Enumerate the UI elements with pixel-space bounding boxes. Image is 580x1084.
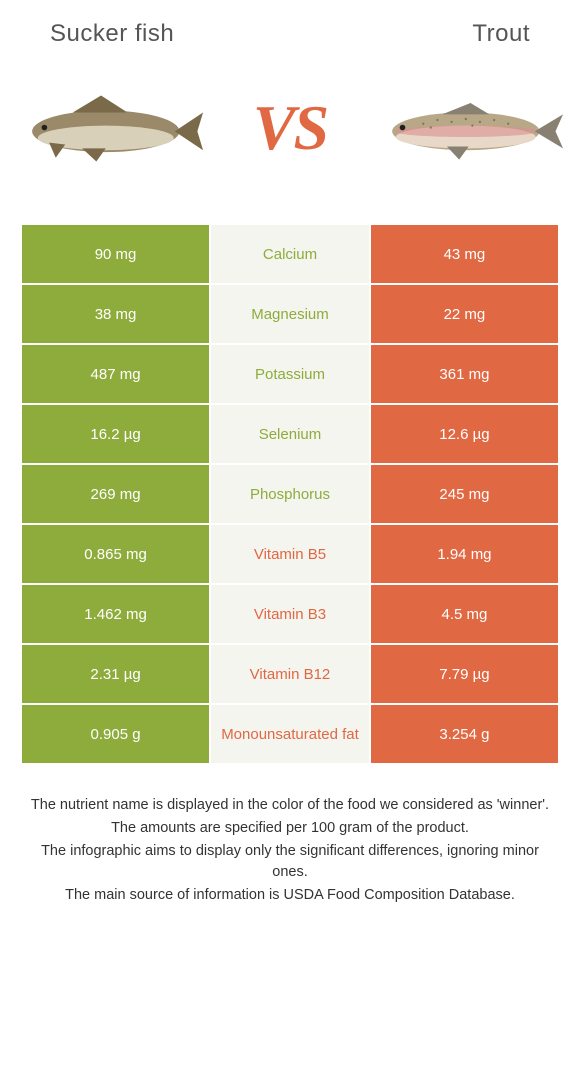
nutrient-label-cell: Phosphorus xyxy=(210,464,370,524)
footer-line: The nutrient name is displayed in the co… xyxy=(25,795,555,816)
footer-notes: The nutrient name is displayed in the co… xyxy=(0,795,580,906)
table-row: 38 mgMagnesium22 mg xyxy=(21,284,559,344)
left-value-cell: 1.462 mg xyxy=(21,584,210,644)
table-row: 16.2 µgSelenium12.6 µg xyxy=(21,404,559,464)
right-value-cell: 3.254 g xyxy=(370,704,559,764)
vs-label: VS xyxy=(253,91,327,165)
table-row: 2.31 µgVitamin B127.79 µg xyxy=(21,644,559,704)
left-value-cell: 90 mg xyxy=(21,224,210,284)
vs-row: VS xyxy=(0,58,580,213)
left-value-cell: 38 mg xyxy=(21,284,210,344)
left-value-cell: 487 mg xyxy=(21,344,210,404)
table-row: 0.905 gMonounsaturated fat3.254 g xyxy=(21,704,559,764)
left-value-cell: 16.2 µg xyxy=(21,404,210,464)
header: Sucker fish Trout xyxy=(0,0,580,58)
left-value-cell: 2.31 µg xyxy=(21,644,210,704)
nutrient-label-cell: Calcium xyxy=(210,224,370,284)
nutrient-label-cell: Potassium xyxy=(210,344,370,404)
right-value-cell: 12.6 µg xyxy=(370,404,559,464)
nutrient-label-cell: Vitamin B5 xyxy=(210,524,370,584)
right-food-title: Trout xyxy=(472,20,530,48)
left-value-cell: 0.865 mg xyxy=(21,524,210,584)
footer-line: The amounts are specified per 100 gram o… xyxy=(25,818,555,839)
sucker-fish-image xyxy=(10,73,210,183)
right-value-cell: 361 mg xyxy=(370,344,559,404)
right-value-cell: 1.94 mg xyxy=(370,524,559,584)
right-value-cell: 43 mg xyxy=(370,224,559,284)
left-food-title: Sucker fish xyxy=(50,20,174,48)
nutrient-label-cell: Selenium xyxy=(210,404,370,464)
nutrient-label-cell: Magnesium xyxy=(210,284,370,344)
comparison-table: 90 mgCalcium43 mg38 mgMagnesium22 mg487 … xyxy=(20,223,560,765)
nutrient-label-cell: Vitamin B3 xyxy=(210,584,370,644)
right-value-cell: 22 mg xyxy=(370,284,559,344)
table-row: 487 mgPotassium361 mg xyxy=(21,344,559,404)
table-row: 1.462 mgVitamin B34.5 mg xyxy=(21,584,559,644)
right-value-cell: 245 mg xyxy=(370,464,559,524)
trout-image xyxy=(370,73,570,183)
footer-line: The main source of information is USDA F… xyxy=(25,885,555,906)
table-row: 269 mgPhosphorus245 mg xyxy=(21,464,559,524)
right-value-cell: 7.79 µg xyxy=(370,644,559,704)
nutrient-label-cell: Monounsaturated fat xyxy=(210,704,370,764)
table-row: 0.865 mgVitamin B51.94 mg xyxy=(21,524,559,584)
left-value-cell: 0.905 g xyxy=(21,704,210,764)
footer-line: The infographic aims to display only the… xyxy=(25,841,555,883)
right-value-cell: 4.5 mg xyxy=(370,584,559,644)
nutrient-label-cell: Vitamin B12 xyxy=(210,644,370,704)
left-value-cell: 269 mg xyxy=(21,464,210,524)
table-row: 90 mgCalcium43 mg xyxy=(21,224,559,284)
